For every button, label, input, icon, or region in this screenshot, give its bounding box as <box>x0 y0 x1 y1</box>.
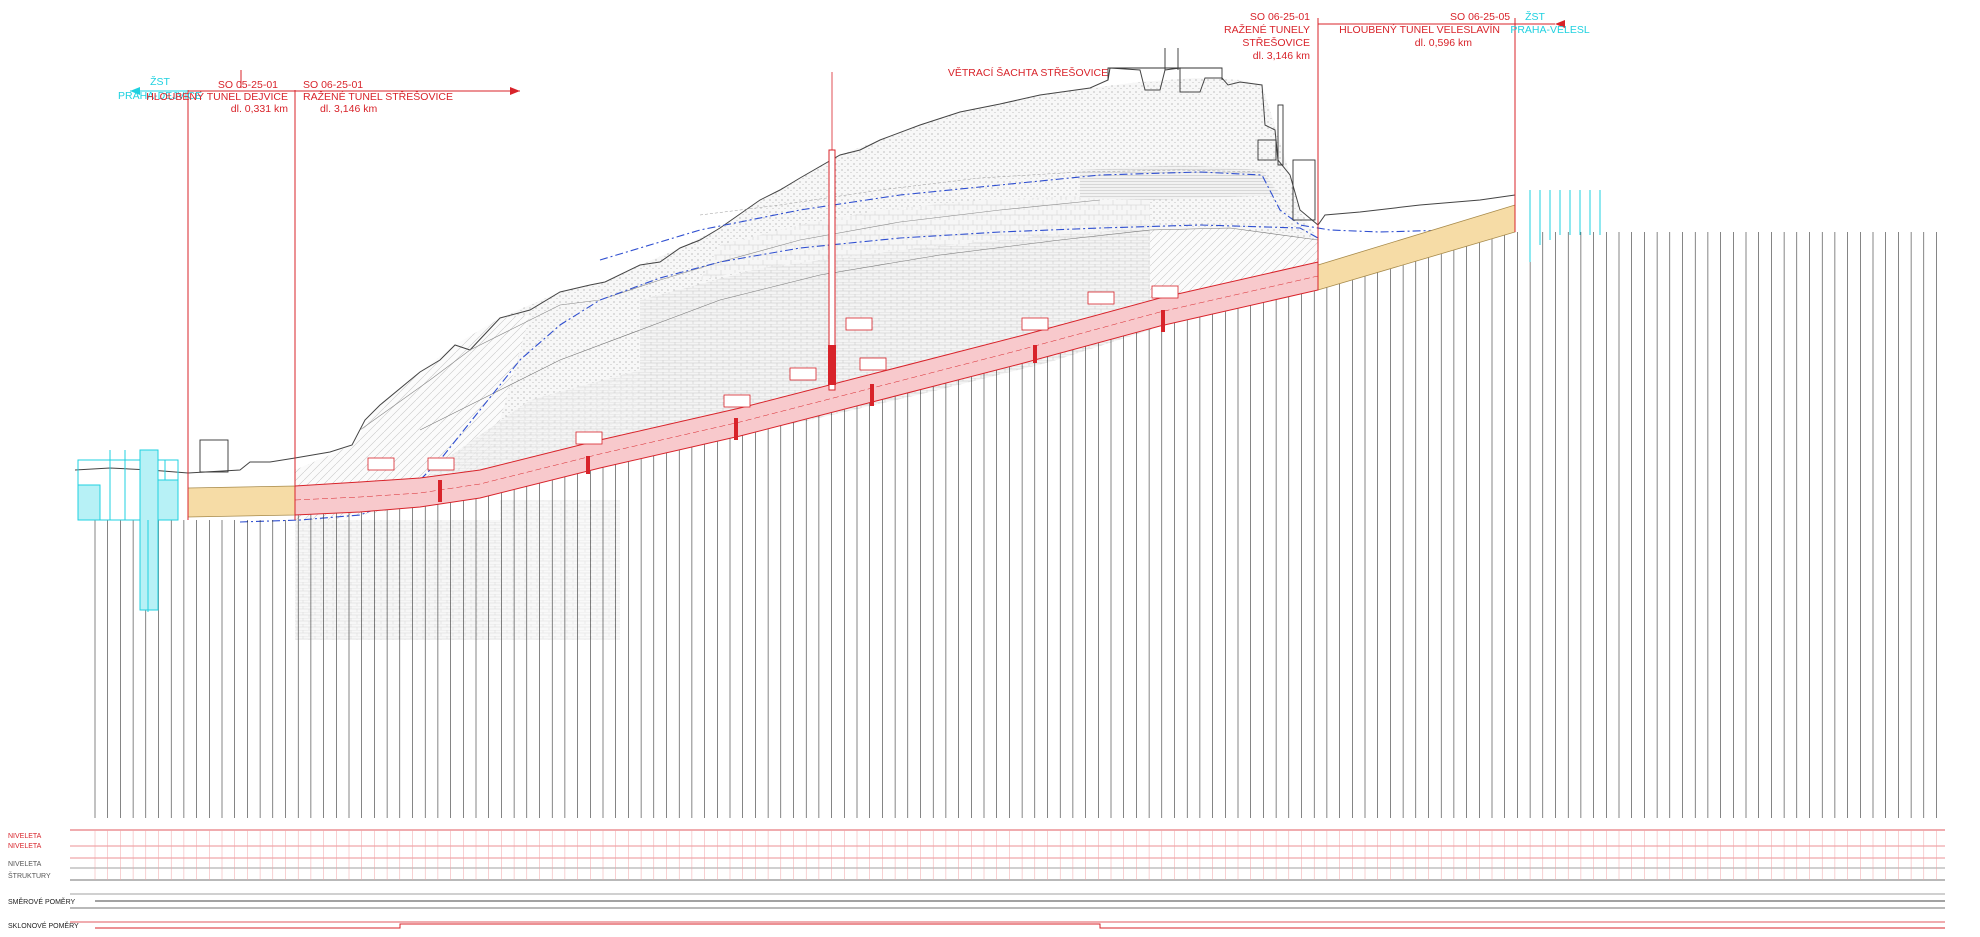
station-dejvice-block <box>77 484 101 521</box>
tunnel-marker <box>1161 310 1165 332</box>
row-label-sklonove: SKLONOVÉ POMĚRY <box>8 921 79 930</box>
building-veleslavin-left <box>1277 104 1284 166</box>
cut-cover-dejvice <box>187 485 296 518</box>
east-so-left-name-1: RAŽENÉ TUNELY <box>1224 23 1310 36</box>
tunnel-markers <box>438 310 1165 502</box>
geology-boundary-1 <box>419 227 1319 431</box>
arrow-so0625-east-head <box>510 87 520 95</box>
building-veleslavin-right <box>1292 159 1316 221</box>
arrow-so0625-west-head <box>1555 20 1565 28</box>
tunnel-marker <box>734 418 738 440</box>
geology-boundary-2 <box>699 169 1263 216</box>
lower-brick-column-left <box>295 520 500 640</box>
west-so-right-name: RAŽENÉ TUNEL STŘEŠOVICE <box>303 90 453 103</box>
station-dejvice-block <box>157 479 179 521</box>
west-station-label: ŽST <box>150 75 170 88</box>
header-arrows <box>130 20 1565 95</box>
arrow-dejvice-west-head <box>130 87 140 95</box>
secondary-terrain-line <box>359 199 1101 431</box>
east-so-right-name: HLOUBENÝ TUNEL VELESLAVÍN <box>1339 23 1500 36</box>
station-dejvice-structure <box>77 449 179 612</box>
tunnel-marker <box>870 384 874 406</box>
east-so-right-length: dl. 0,596 km <box>1415 37 1472 49</box>
tunnel-tag <box>1021 317 1049 331</box>
building-dejvice <box>199 439 229 473</box>
row-label-struktury: ŠTRUKTURY <box>8 871 51 880</box>
east-so-left-code: SO 06-25-01 <box>1250 11 1310 23</box>
row-label-niveleta-3: NIVELETA <box>8 861 42 868</box>
ventilation-shaft-strešovice <box>828 72 836 391</box>
west-so-right-length: dl. 3,146 km <box>320 103 377 115</box>
building-ridge <box>1164 48 1179 70</box>
limestone-layer <box>640 228 1150 455</box>
tunnel-tag <box>1087 291 1115 305</box>
tunnel-marker <box>586 456 590 474</box>
grid-vertical-lines <box>94 232 1937 818</box>
tunnel-tag <box>845 317 873 331</box>
west-so-left-name: HLOUBENÝ TUNEL DEJVICE <box>146 90 288 103</box>
lower-brick-column-right <box>500 500 620 640</box>
cut-and-cover-sections <box>187 204 1516 518</box>
tunnel-marker <box>438 480 442 502</box>
station-dejvice-shaft <box>139 449 159 611</box>
east-station-label: ŽST <box>1525 10 1545 23</box>
surface-structures <box>199 48 1316 473</box>
layer-upper-bands <box>1080 165 1280 200</box>
tunnel-tag <box>1151 285 1179 299</box>
west-station-name: PRAHA-DEJVICE <box>118 90 202 102</box>
header-labels: ŽST PRAHA-DEJVICE SO 05-25-01 HLOUBENÝ T… <box>118 10 1590 115</box>
tunnel-marker <box>1033 345 1037 363</box>
west-so-left-length: dl. 0,331 km <box>231 103 288 115</box>
tunnel-tag <box>789 367 817 381</box>
east-so-left-name-2: STŘEŠOVICE <box>1242 36 1310 49</box>
tunnel-tags <box>367 285 1179 471</box>
west-so-left-code: SO 05-25-01 <box>218 79 278 91</box>
cut-cover-veleslavin <box>1317 204 1516 291</box>
row-label-smerove: SMĚROVÉ POMĚRY <box>8 897 75 906</box>
terrain-line <box>74 67 1516 474</box>
east-so-right-code: SO 06-25-05 <box>1450 11 1510 23</box>
tunnel-tag <box>575 431 603 445</box>
tunnel-axis <box>294 275 1319 501</box>
tunnel-tag <box>859 357 887 371</box>
shaft-bottom-marker <box>828 345 836 385</box>
station-veleslavin-structure <box>1529 190 1601 262</box>
east-station-name: PRAHA-VELESL <box>1510 24 1590 36</box>
tunnel-tag <box>427 457 455 471</box>
tunnel-tag <box>723 394 751 408</box>
groundwater-line-2 <box>599 171 1516 261</box>
section-boundaries <box>187 18 1516 520</box>
east-so-left-length: dl. 3,146 km <box>1253 50 1310 62</box>
gradient-line <box>95 923 1945 929</box>
building-veleslavin-column <box>1257 139 1277 161</box>
tunnel-tag <box>367 457 395 471</box>
layer-weathered <box>700 195 1150 280</box>
bottom-data-table: NIVELETA NIVELETA NIVELETA ŠTRUKTURY SMĚ… <box>8 829 1945 930</box>
geology-massif <box>74 67 1516 640</box>
west-so-right-code: SO 06-25-01 <box>303 79 363 91</box>
row-label-niveleta-2: NIVELETA <box>8 843 42 850</box>
row-label-niveleta-1: NIVELETA <box>8 833 42 840</box>
shaft-title: VĚTRACÍ ŠACHTA STŘEŠOVICE <box>948 66 1108 79</box>
